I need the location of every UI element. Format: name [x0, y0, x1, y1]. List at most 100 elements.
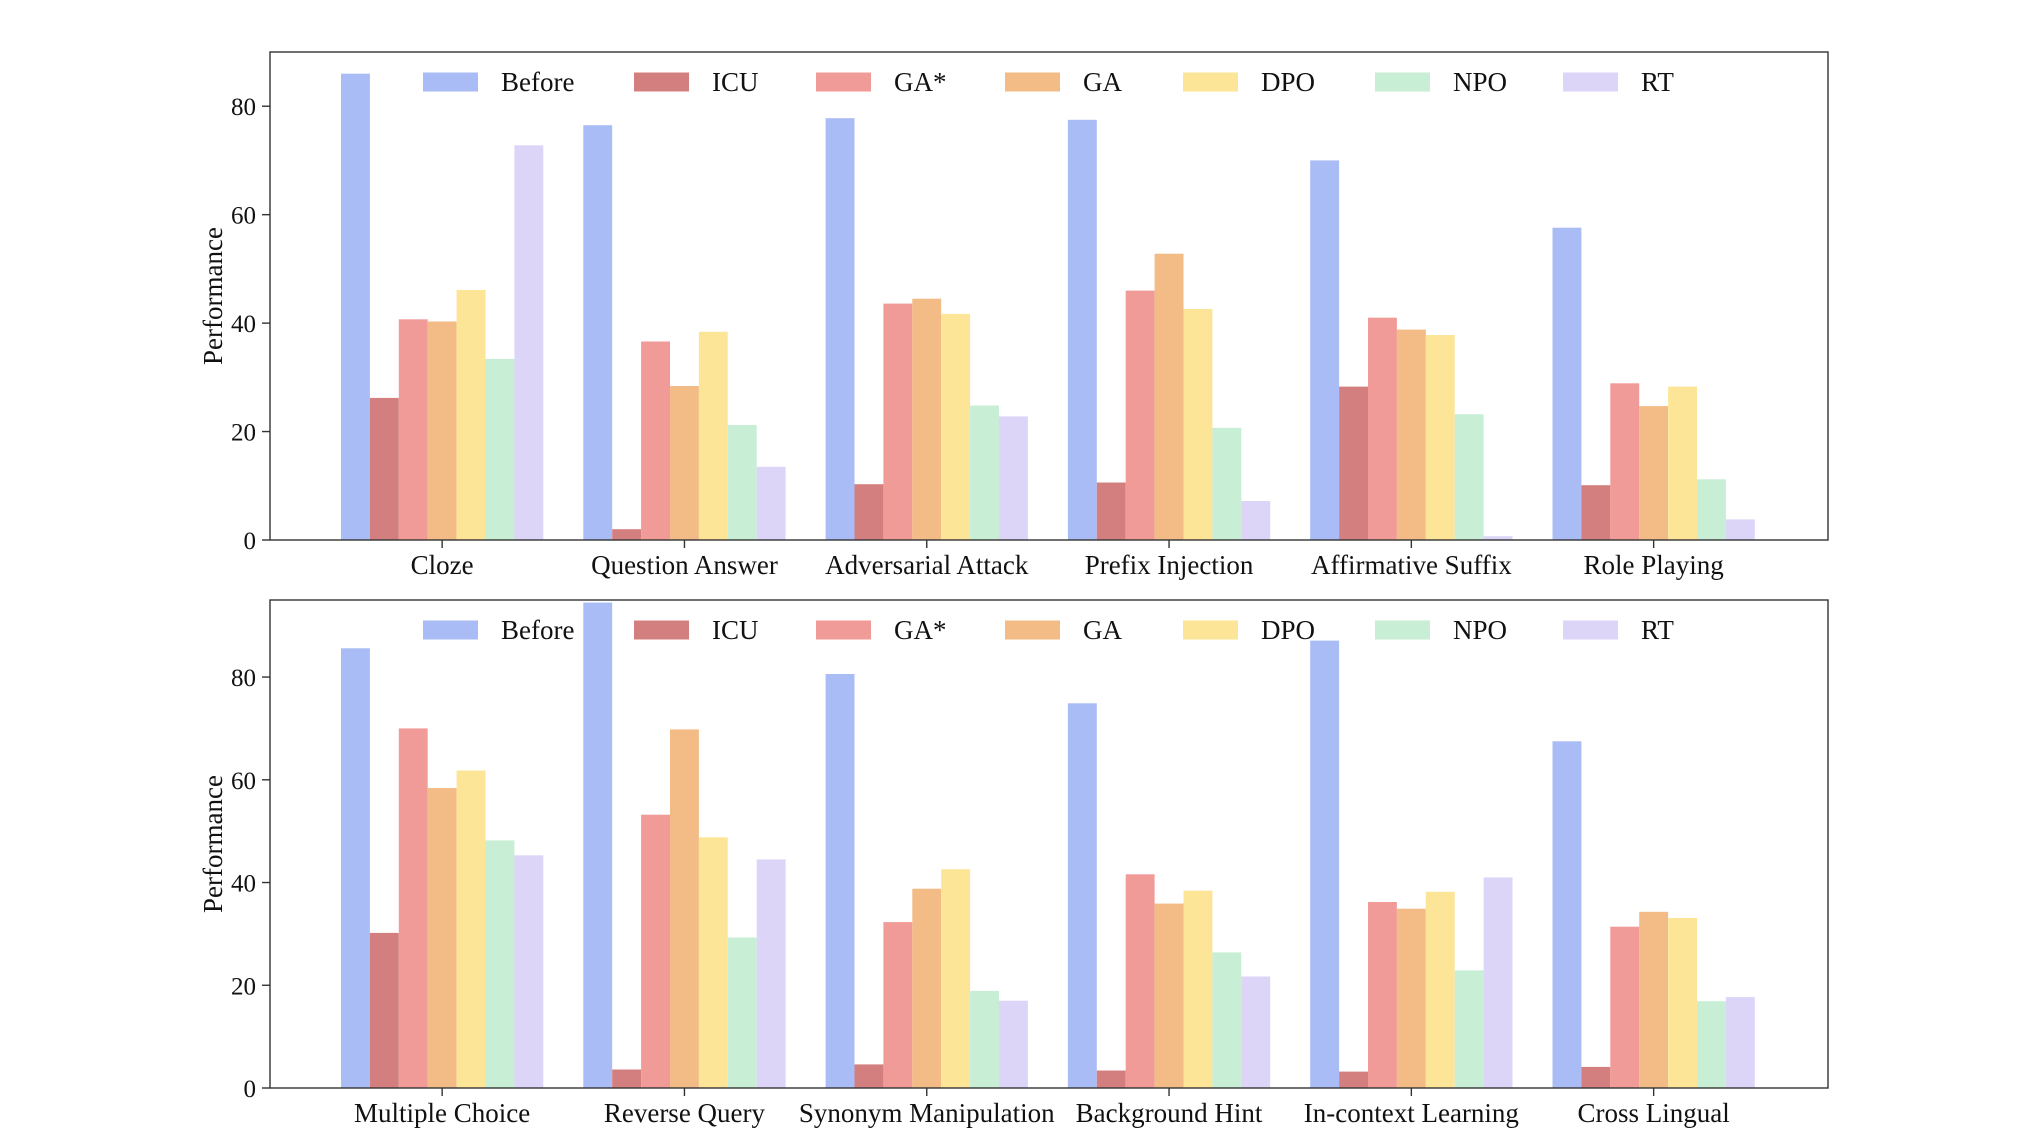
bar-before-multiple-choice [341, 648, 370, 1088]
plot-frame [269, 599, 1829, 1089]
bar-rt-multiple-choice [514, 855, 544, 1088]
bar-ga-cloze [398, 319, 428, 540]
bar-before-role-playing [1552, 227, 1582, 540]
legend-label-before: Before [501, 67, 574, 97]
legend-label-npo: NPO [1453, 615, 1507, 645]
bar-ga-role-playing [1639, 406, 1669, 540]
bar-npo-in-context-learning [1454, 970, 1484, 1088]
y-axis-title: Performance [198, 227, 228, 365]
bar-before-synonym-manipulation [825, 674, 855, 1088]
x-tick-label-reverse-query: Reverse Query [604, 1098, 766, 1128]
legend-label-ga: GA [1083, 615, 1122, 645]
legend-label-icu: ICU [712, 67, 759, 97]
y-axis-title: Performance [198, 775, 228, 913]
y-tick-label: 0 [244, 528, 257, 555]
bar-dpo-question-answer [698, 331, 728, 540]
bar-rt-in-context-learning [1483, 877, 1513, 1088]
bar-ga-multiple-choice [398, 728, 428, 1088]
bar-rt-synonym-manipulation [999, 1000, 1028, 1088]
bar-icu-cloze [369, 397, 399, 540]
bar-npo-role-playing [1697, 479, 1726, 540]
legend-label-dpo: DPO [1261, 67, 1315, 97]
legend-swatch-rt [1563, 620, 1618, 640]
legend: Before ICU GA* GA DPO NPO RT [423, 615, 1674, 645]
legend-swatch-npo [1375, 620, 1430, 640]
y-tick-label: 0 [244, 1076, 257, 1103]
bar-npo-affirmative-suffix [1454, 414, 1484, 540]
plot-frame [269, 51, 1829, 541]
bar-npo-synonym-manipulation [970, 990, 999, 1088]
bar-rt-adversarial-attack [999, 416, 1028, 540]
bars [341, 73, 1755, 541]
bar-icu-prefix-injection [1096, 482, 1126, 540]
legend-label-ga: GA* [894, 67, 947, 97]
bar-rt-role-playing [1725, 519, 1755, 540]
legend-swatch-rt [1563, 72, 1618, 92]
bar-rt-background-hint [1241, 976, 1271, 1088]
x-axis: Cloze Question Answer Adversarial Attack Pr… [411, 540, 1724, 580]
bar-ga-cross-lingual [1639, 911, 1669, 1088]
bar-rt-cross-lingual [1725, 997, 1755, 1088]
bar-icu-question-answer [612, 529, 642, 540]
bar-npo-reverse-query [727, 937, 757, 1088]
y-tick-label: 80 [231, 665, 256, 692]
bar-ga-synonym-manipulation [912, 888, 942, 1088]
x-tick-label-cross-lingual: Cross Lingual [1578, 1098, 1730, 1128]
x-tick-label-multiple-choice: Multiple Choice [354, 1098, 530, 1128]
x-tick-label-question-answer: Question Answer [591, 550, 778, 580]
bar-dpo-cloze [456, 290, 486, 540]
bar-icu-affirmative-suffix [1339, 386, 1368, 540]
x-tick-label-prefix-injection: Prefix Injection [1085, 550, 1254, 580]
legend-label-ga: GA [1083, 67, 1122, 97]
y-axis: 0 20 40 60 80 Performance [198, 94, 270, 555]
bar-dpo-affirmative-suffix [1425, 335, 1455, 540]
legend-swatch-npo [1375, 72, 1430, 92]
bar-ga-background-hint [1125, 874, 1155, 1088]
bar-before-background-hint [1067, 703, 1097, 1088]
bar-dpo-prefix-injection [1183, 309, 1213, 540]
bar-npo-cloze [485, 358, 515, 540]
bar-icu-background-hint [1096, 1070, 1126, 1088]
legend-label-ga: GA* [894, 615, 947, 645]
bar-ga-reverse-query [641, 814, 670, 1088]
legend-label-npo: NPO [1453, 67, 1507, 97]
bar-ga-affirmative-suffix [1396, 329, 1426, 540]
bar-dpo-role-playing [1668, 386, 1697, 540]
y-tick-label: 80 [231, 94, 256, 121]
bar-ga-cloze [427, 321, 457, 540]
bar-before-cloze [341, 73, 370, 540]
bar-icu-multiple-choice [369, 932, 399, 1088]
bar-npo-background-hint [1212, 952, 1242, 1088]
legend-swatch-icu [634, 72, 689, 92]
bar-ga-synonym-manipulation [883, 922, 913, 1088]
bars [341, 602, 1755, 1088]
legend-label-rt: RT [1641, 67, 1674, 97]
bar-ga-background-hint [1154, 903, 1184, 1088]
bar-npo-multiple-choice [485, 840, 515, 1088]
bar-npo-adversarial-attack [970, 405, 999, 540]
y-tick-label: 60 [231, 768, 256, 795]
bar-dpo-cross-lingual [1668, 918, 1697, 1088]
bar-before-in-context-learning [1310, 640, 1340, 1088]
legend-swatch-ga [1005, 620, 1060, 640]
legend-swatch-before [423, 72, 478, 92]
bar-ga-prefix-injection [1154, 253, 1184, 540]
legend-label-icu: ICU [712, 615, 759, 645]
legend-label-rt: RT [1641, 615, 1674, 645]
bar-ga-adversarial-attack [912, 298, 942, 540]
bar-before-affirmative-suffix [1310, 160, 1340, 540]
y-tick-label: 40 [231, 311, 256, 338]
bar-dpo-in-context-learning [1425, 891, 1455, 1088]
x-tick-label-in-context-learning: In-context Learning [1304, 1098, 1519, 1128]
bar-ga-cross-lingual [1610, 926, 1640, 1088]
legend-swatch-ga [1005, 72, 1060, 92]
bar-rt-reverse-query [756, 859, 786, 1088]
y-axis: 0 20 40 60 80 Performance [198, 665, 270, 1103]
bar-dpo-multiple-choice [456, 770, 486, 1088]
bar-ga-question-answer [641, 341, 670, 540]
x-tick-label-synonym-manipulation: Synonym Manipulation [799, 1098, 1055, 1128]
bar-icu-cross-lingual [1581, 1066, 1611, 1088]
bar-ga-in-context-learning [1368, 902, 1397, 1088]
bar-ga-reverse-query [670, 729, 699, 1088]
